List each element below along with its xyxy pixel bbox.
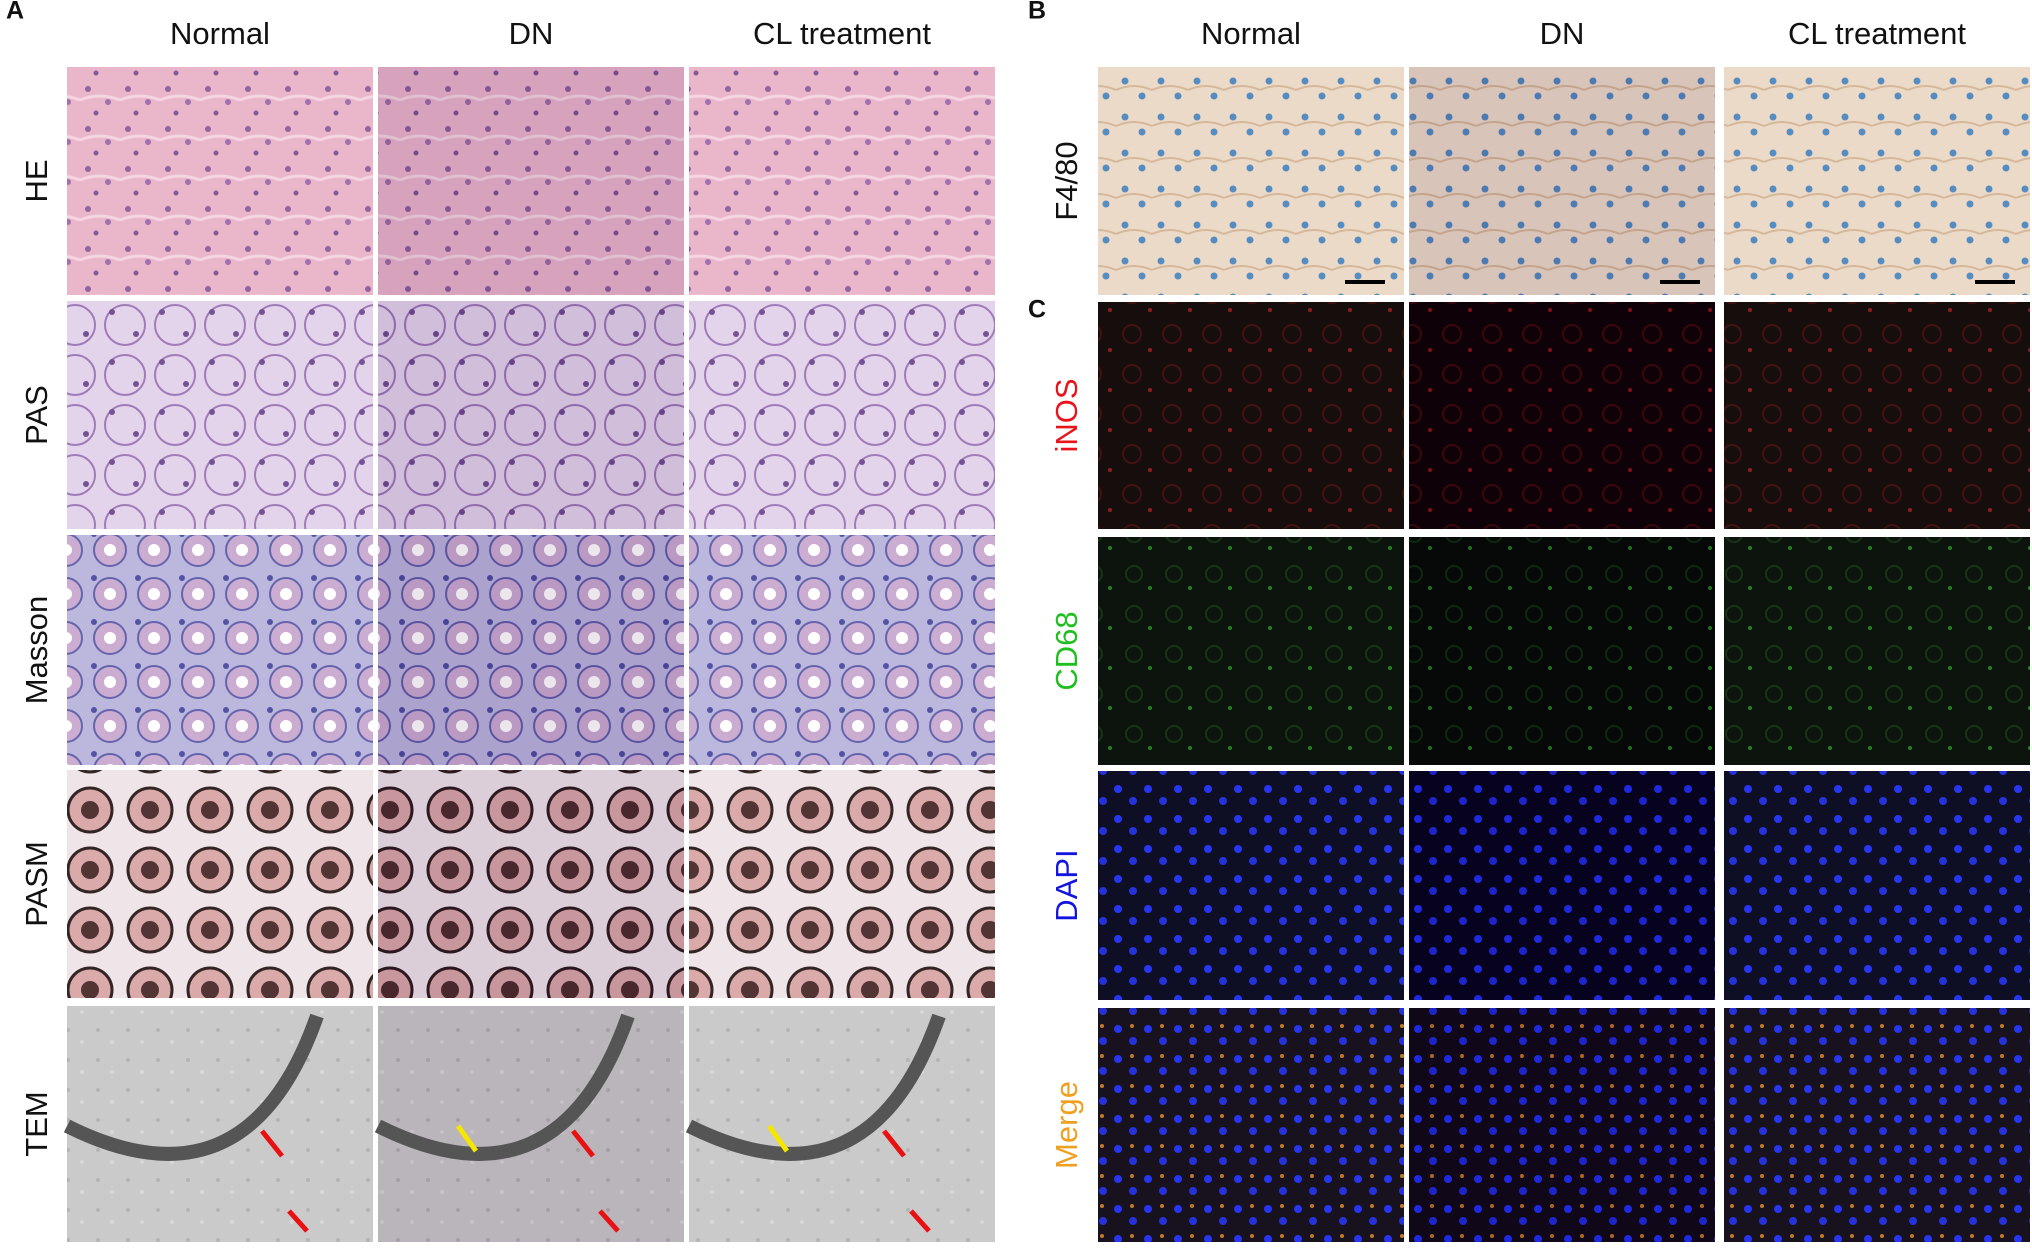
micrograph-shade [1098, 537, 1404, 765]
micrograph [689, 1006, 995, 1242]
micrograph-shade [1098, 67, 1404, 295]
row-label: Masson [19, 596, 54, 705]
micrograph [689, 301, 995, 529]
micrograph [1098, 1008, 1404, 1242]
micrograph [1724, 771, 2030, 1000]
micrograph [67, 535, 373, 765]
micrograph-shade [378, 67, 684, 295]
micrograph [1724, 537, 2030, 765]
micrograph-shade [1724, 1008, 2030, 1242]
micrograph [1098, 537, 1404, 765]
micrograph [1098, 771, 1404, 1000]
micrograph-shade [1409, 771, 1715, 1000]
micrograph [378, 1006, 684, 1242]
micrograph [1724, 302, 2030, 529]
column-header: DN [509, 16, 554, 51]
micrograph-shade [378, 1006, 684, 1242]
membrane [63, 1013, 324, 1161]
micrograph-shade [1724, 302, 2030, 529]
micrograph-shade [378, 535, 684, 765]
micrograph-shade [1409, 537, 1715, 765]
arrow [455, 1124, 479, 1153]
micrograph [67, 67, 373, 295]
micrograph-shade [689, 535, 995, 765]
arrow [909, 1209, 931, 1233]
panel-label: B [1028, 0, 1046, 25]
annotations [63, 280, 2015, 1233]
micrograph [1098, 67, 1404, 295]
micrograph-shade [1724, 67, 2030, 295]
micrograph-shade [689, 301, 995, 529]
micrograph-shade [689, 770, 995, 998]
column-header: CL treatment [753, 16, 931, 51]
micrograph [67, 1006, 373, 1242]
arrow [571, 1129, 595, 1158]
micrograph-shade [1098, 302, 1404, 529]
micrograph-shade [378, 301, 684, 529]
column-header: Normal [1201, 16, 1301, 51]
micrograph-shade [67, 535, 373, 765]
arrow [766, 1124, 790, 1153]
micrograph-shade [1724, 537, 2030, 765]
micrograph-shade [1098, 771, 1404, 1000]
membrane [685, 1013, 946, 1161]
micrograph-shade [67, 1006, 373, 1242]
micrograph [378, 301, 684, 529]
column-header: CL treatment [1788, 16, 1966, 51]
micrograph-shade [67, 770, 373, 998]
arrow [598, 1209, 620, 1233]
micrograph [1098, 302, 1404, 529]
micrograph-shade [1409, 302, 1715, 529]
row-label: PASM [19, 841, 54, 927]
micrograph-shade [67, 67, 373, 295]
micrograph [378, 535, 684, 765]
arrow [882, 1129, 906, 1158]
micrograph [67, 770, 373, 998]
micrograph [1724, 1008, 2030, 1242]
micrograph-shade [1409, 67, 1715, 295]
row-label: DAPI [1049, 849, 1084, 921]
micrograph [1409, 67, 1715, 295]
micrograph [689, 535, 995, 765]
micrograph-shade [689, 67, 995, 295]
micrograph [378, 67, 684, 295]
micrograph [1409, 302, 1715, 529]
row-label: TEM [19, 1091, 54, 1156]
micrograph [689, 67, 995, 295]
row-label: Merge [1049, 1081, 1084, 1169]
micrograph-shade [378, 770, 684, 998]
micrograph [1409, 537, 1715, 765]
arrow [287, 1209, 309, 1233]
row-label: F4/80 [1049, 141, 1084, 220]
column-header: DN [1540, 16, 1585, 51]
arrow [260, 1129, 284, 1158]
micrograph-shade [1724, 771, 2030, 1000]
column-header: Normal [170, 16, 270, 51]
micrograph [1724, 67, 2030, 295]
micrograph-shade [67, 301, 373, 529]
micrograph-shade [1409, 1008, 1715, 1242]
membrane [374, 1013, 635, 1161]
panel-label: A [6, 0, 24, 25]
micrograph [689, 770, 995, 998]
row-label: CD68 [1049, 611, 1084, 690]
micrograph-shade [689, 1006, 995, 1242]
row-label: PAS [19, 385, 54, 445]
micrograph [1409, 771, 1715, 1000]
micrograph-shade [1098, 1008, 1404, 1242]
panel-label: C [1028, 296, 1046, 324]
row-label: HE [19, 159, 54, 202]
row-label: iNOS [1049, 378, 1084, 452]
micrograph [378, 770, 684, 998]
micrograph [1409, 1008, 1715, 1242]
micrograph [67, 301, 373, 529]
